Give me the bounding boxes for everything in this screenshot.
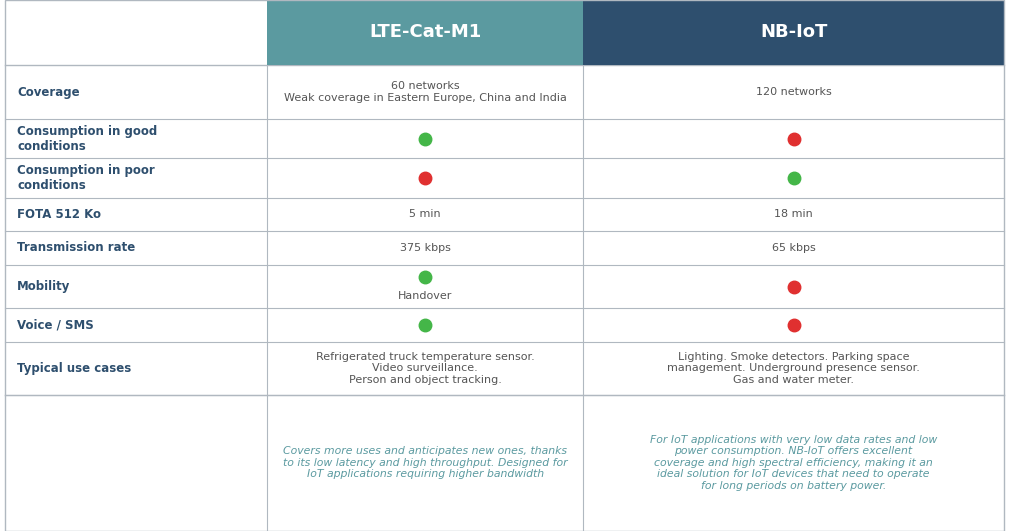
Text: 60 networks
Weak coverage in Eastern Europe, China and India: 60 networks Weak coverage in Eastern Eur… [284,81,567,103]
Text: Handover: Handover [399,291,452,301]
Text: NB-IoT: NB-IoT [760,23,827,41]
Bar [583,0,1004,65]
Text: For IoT applications with very low data rates and low
power consumption. NB-IoT : For IoT applications with very low data … [650,434,937,491]
Text: Covers more uses and anticipates new ones, thanks
to its low latency and high th: Covers more uses and anticipates new one… [283,446,568,479]
Text: Mobility: Mobility [17,280,71,293]
Text: Consumption in good
conditions: Consumption in good conditions [17,125,157,153]
Text: 65 kbps: 65 kbps [772,243,815,253]
Text: FOTA 512 Ko: FOTA 512 Ko [17,208,101,221]
Text: Refrigerated truck temperature sensor.
Video surveillance.
Person and object tra: Refrigerated truck temperature sensor. V… [316,352,535,385]
Text: Typical use cases: Typical use cases [17,362,131,375]
Text: Consumption in poor
conditions: Consumption in poor conditions [17,164,155,192]
Text: LTE-Cat-M1: LTE-Cat-M1 [369,23,481,41]
Text: Lighting. Smoke detectors. Parking space
management. Underground presence sensor: Lighting. Smoke detectors. Parking space… [667,352,920,385]
Text: Voice / SMS: Voice / SMS [17,319,94,332]
Text: 120 networks: 120 networks [756,87,831,97]
Text: 18 min: 18 min [774,210,813,219]
Bar [267,0,583,65]
Text: Coverage: Coverage [17,85,80,99]
Text: 375 kbps: 375 kbps [400,243,451,253]
Text: Transmission rate: Transmission rate [17,242,135,254]
Text: 5 min: 5 min [410,210,441,219]
